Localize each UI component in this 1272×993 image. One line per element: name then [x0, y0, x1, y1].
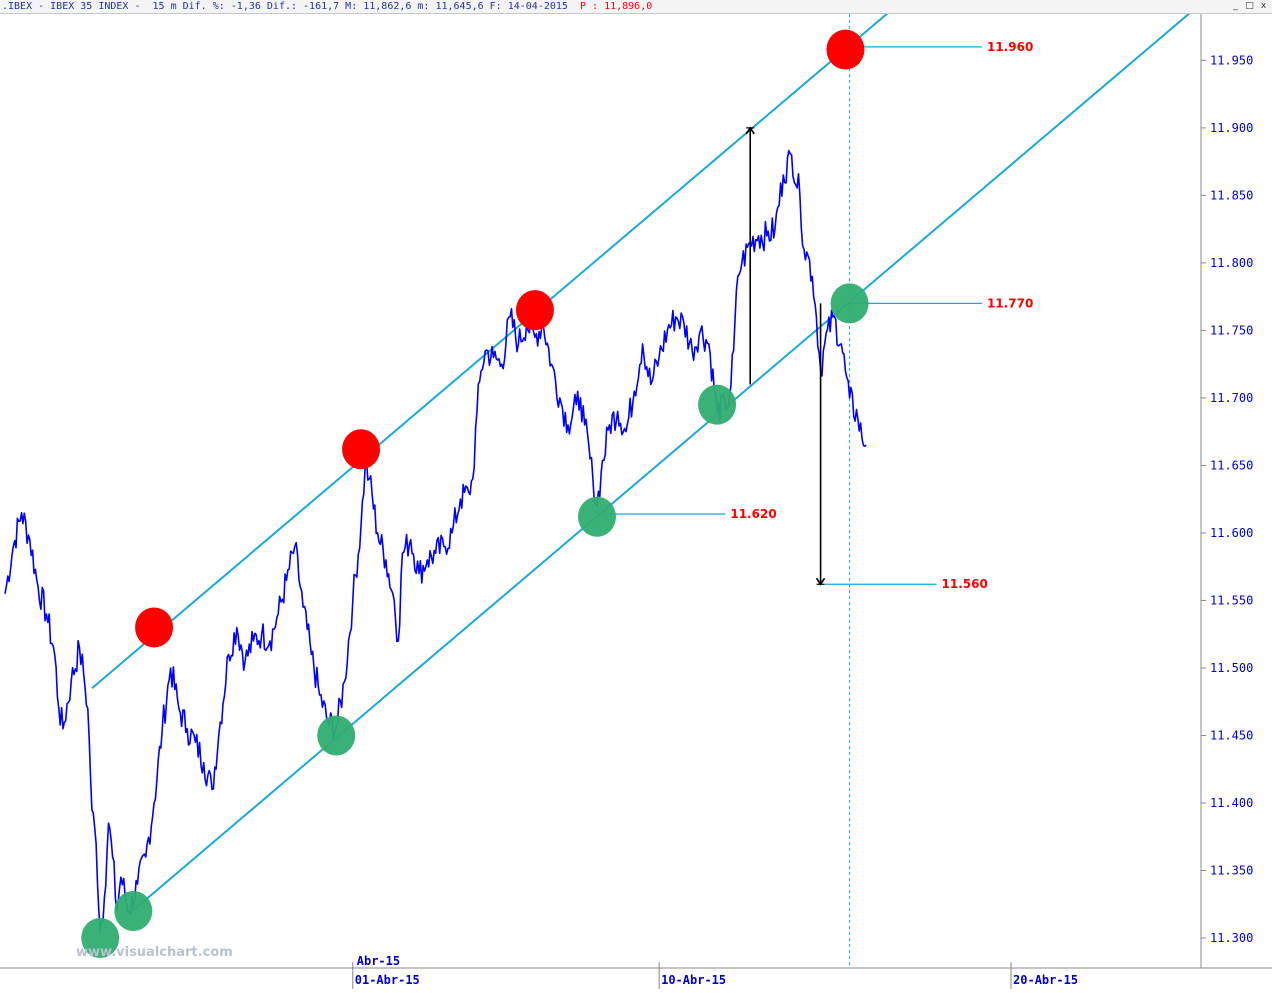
resistance-marker: [515, 290, 554, 331]
support-marker: [114, 890, 153, 931]
y-tick-label: 11.550: [1210, 593, 1253, 607]
channel-line-upper: [91, 14, 889, 689]
y-tick-label: 11.400: [1210, 796, 1253, 810]
resistance-marker: [342, 429, 381, 470]
minimize-button[interactable]: _: [1233, 1, 1238, 11]
y-tick-label: 11.950: [1210, 53, 1253, 67]
x-month-label: Abr-15: [357, 954, 400, 968]
support-marker: [698, 384, 737, 425]
channel-lines: [91, 14, 1191, 968]
y-tick-label: 11.800: [1210, 256, 1253, 270]
level-label: 11.960: [987, 40, 1033, 54]
info-label: .IBEX - IBEX 35 INDEX - 15 m Dif. %: -1,…: [2, 1, 568, 12]
y-tick-label: 11.650: [1210, 458, 1253, 472]
support-marker: [317, 715, 356, 756]
x-tick-label: 01-Abr-15: [355, 973, 420, 987]
last-price-label: P : 11,896,0: [579, 1, 653, 12]
y-tick-label: 11.850: [1210, 188, 1253, 202]
y-tick-label: 11.500: [1210, 661, 1253, 675]
level-label: 11.620: [730, 507, 776, 521]
y-tick-label: 11.350: [1210, 863, 1253, 877]
watermark-text: www.visualchart.com: [76, 945, 233, 960]
y-tick-label: 11.600: [1210, 526, 1253, 540]
resistance-marker: [135, 607, 174, 648]
level-label: 11.560: [942, 577, 988, 591]
close-button[interactable]: x: [1260, 1, 1267, 11]
target-arrows: [745, 126, 826, 586]
x-tick-label: 10-Abr-15: [661, 973, 726, 987]
x-tick-label: 20-Abr-15: [1013, 973, 1078, 987]
y-tick-label: 11.900: [1210, 121, 1253, 135]
support-marker: [81, 918, 120, 958]
axes: 11.300 11.350 11.400 11.450 11.500 11.550 11.6…: [0, 14, 1272, 989]
y-tick-label: 11.700: [1210, 391, 1253, 405]
level-label: 11.770: [987, 296, 1033, 310]
chart-info-text: .IBEX - IBEX 35 INDEX - 15 m Dif. %: -1,…: [2, 0, 652, 13]
y-tick-label: 11.750: [1210, 323, 1253, 337]
y-tick-label: 11.300: [1210, 931, 1253, 945]
y-tick-label: 11.450: [1210, 728, 1253, 742]
support-marker: [830, 283, 869, 324]
resistance-marker: [826, 29, 865, 70]
support-marker: [578, 496, 617, 537]
level-lines: 11.960 11.770 11.620 11.560: [597, 40, 1033, 591]
price-series: [4, 149, 867, 932]
channel-line-lower: [128, 14, 1191, 915]
chart-title-bar: .IBEX - IBEX 35 INDEX - 15 m Dif. %: -1,…: [0, 0, 1272, 14]
circle-markers: [81, 29, 869, 958]
price-line-0: [4, 149, 867, 932]
maximize-button[interactable]: □: [1245, 1, 1254, 11]
